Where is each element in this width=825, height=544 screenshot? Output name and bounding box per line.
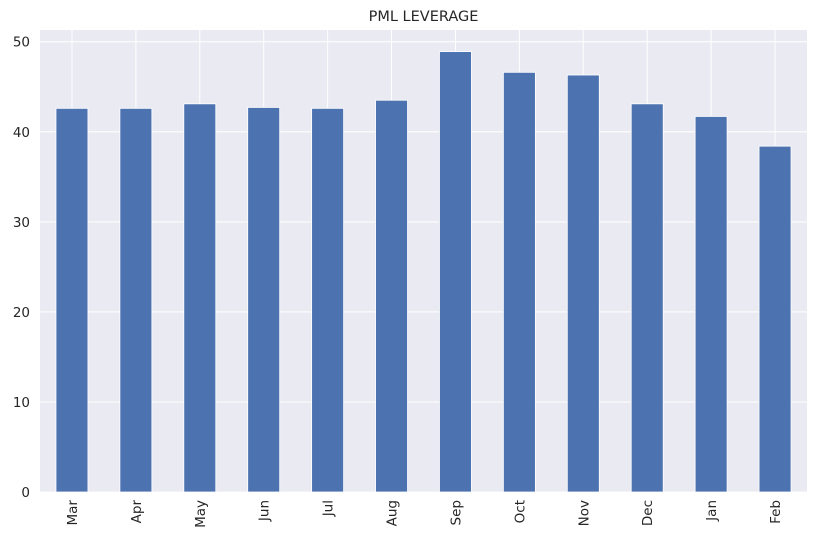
x-axis-ticks: Mar Apr May Jun Jul Aug Sep Oct Nov Dec Jan Feb (65, 500, 784, 528)
x-tick-label: Jun (257, 500, 273, 522)
bar-may (183, 103, 217, 493)
y-tick-label: 0 (21, 485, 30, 501)
y-tick-label: 10 (13, 395, 30, 411)
x-tick-label: Feb (768, 500, 784, 524)
x-tick-label: Nov (576, 500, 592, 526)
x-tick-label: Jan (704, 500, 720, 522)
bars (55, 51, 792, 493)
plot-area (40, 30, 807, 492)
bar-feb (758, 145, 792, 493)
bar-jun (247, 107, 281, 493)
bar-jul (311, 107, 345, 493)
x-tick-label: Oct (512, 500, 528, 523)
bar-oct (502, 71, 536, 493)
x-tick-label: Aug (385, 500, 401, 526)
bar-dec (630, 103, 664, 493)
y-tick-label: 20 (13, 305, 30, 321)
bar-nov (566, 74, 600, 493)
y-axis-ticks: 0 10 20 30 40 50 (13, 35, 30, 501)
bar-jan (694, 116, 728, 493)
y-tick-label: 30 (13, 215, 30, 231)
bar-aug (375, 99, 408, 493)
x-tick-label: May (193, 500, 209, 528)
x-tick-label: Sep (448, 500, 464, 525)
x-tick-label: Jul (321, 500, 337, 517)
bar-apr (119, 107, 153, 493)
x-tick-label: Apr (129, 500, 145, 524)
y-tick-label: 50 (13, 35, 30, 51)
x-tick-label: Mar (65, 500, 81, 526)
chart-title: PML LEVERAGE (369, 9, 479, 25)
bar-sep (439, 51, 472, 493)
bar-mar (55, 107, 89, 493)
y-tick-label: 40 (13, 125, 30, 141)
x-tick-label: Dec (640, 500, 656, 526)
